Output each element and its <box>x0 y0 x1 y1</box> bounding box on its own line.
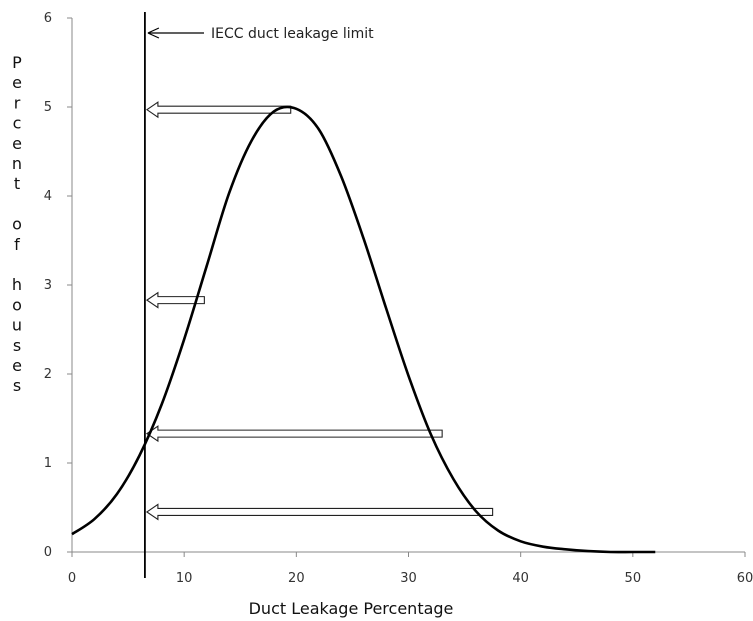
x-tick-label: 10 <box>176 571 193 586</box>
hollow-arrow <box>145 291 205 309</box>
reference-line-label: IECC duct leakage limit <box>211 26 374 42</box>
marks <box>71 12 656 578</box>
x-tick-label: 30 <box>400 571 417 586</box>
x-tick-label: 20 <box>288 571 305 586</box>
y-tick-label: 2 <box>44 367 52 382</box>
axes <box>67 17 746 557</box>
y-tick-label: 1 <box>44 456 52 471</box>
y-tick-label: 0 <box>44 545 52 560</box>
annotation-arrowhead <box>147 27 160 39</box>
distribution-curve <box>71 105 656 554</box>
hollow-arrow <box>145 503 494 521</box>
x-tick-label: 60 <box>737 571 753 586</box>
y-tick-label: 3 <box>44 278 52 293</box>
x-axis-label: Duct Leakage Percentage <box>249 599 454 618</box>
y-tick-label: 5 <box>44 100 52 115</box>
hollow-arrow <box>145 425 443 443</box>
x-tick-label: 40 <box>512 571 529 586</box>
y-tick-label: 4 <box>44 189 52 204</box>
x-tick-label: 0 <box>68 571 76 586</box>
x-tick-label: 50 <box>625 571 642 586</box>
hollow-arrow <box>145 101 292 119</box>
y-tick-label: 6 <box>44 11 52 26</box>
